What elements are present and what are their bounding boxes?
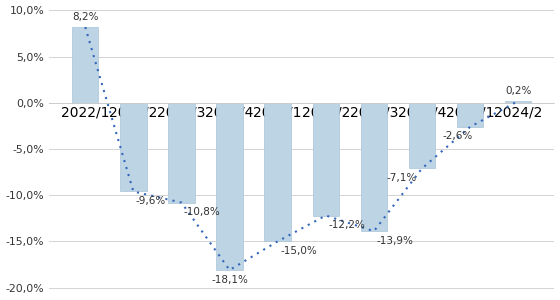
Text: -13,9%: -13,9% — [376, 236, 413, 246]
Text: -10,8%: -10,8% — [184, 207, 221, 217]
Bar — [120, 103, 147, 191]
Text: -9,6%: -9,6% — [136, 196, 166, 206]
Text: -15,0%: -15,0% — [280, 246, 317, 256]
Bar — [216, 103, 243, 270]
Text: 8,2%: 8,2% — [72, 13, 99, 22]
Text: 0,2%: 0,2% — [505, 86, 531, 96]
Text: -7,1%: -7,1% — [387, 173, 417, 183]
Text: -12,2%: -12,2% — [328, 220, 365, 230]
Bar — [409, 103, 435, 168]
Bar — [72, 27, 99, 103]
Bar — [457, 103, 483, 127]
Bar — [505, 101, 531, 103]
Bar — [312, 103, 339, 215]
Text: -18,1%: -18,1% — [211, 274, 248, 285]
Bar — [361, 103, 387, 231]
Bar — [264, 103, 291, 242]
Bar — [168, 103, 195, 202]
Text: -2,6%: -2,6% — [442, 131, 473, 142]
